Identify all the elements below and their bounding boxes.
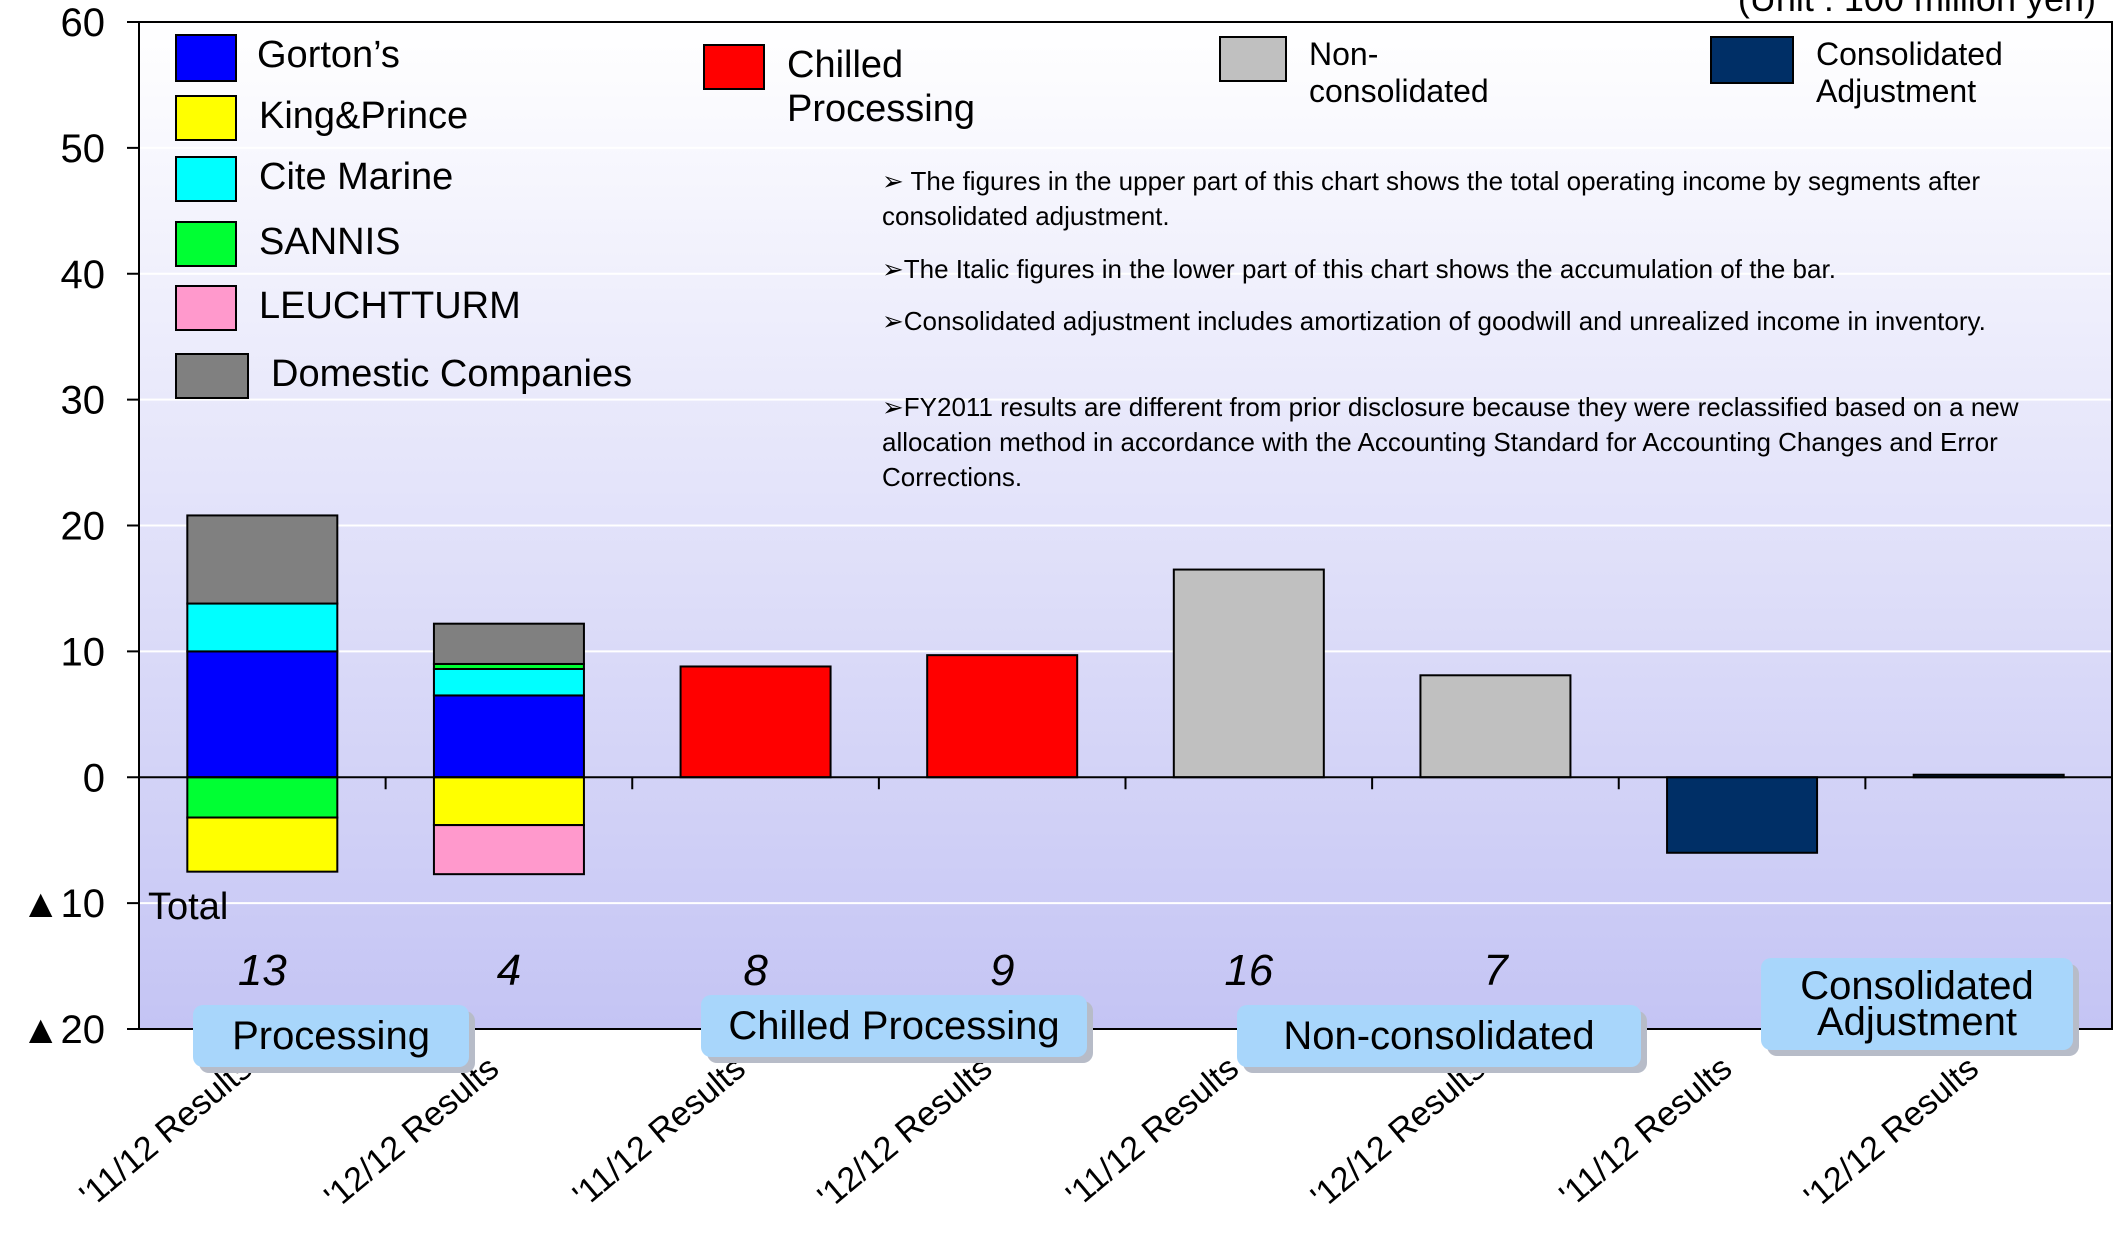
legend-swatch [1710,36,1794,84]
x-tick-label: '12/12 Results [1797,1049,1986,1216]
bar-cite-marine [432,667,585,697]
group-label-processing: Processing [193,1005,469,1067]
bar-domestic-companies [432,622,585,665]
bar-gorton-s [186,650,339,779]
y-tick-labels: ▲20 ▲10 0 10 20 30 40 50 60 [21,1,139,1052]
legend-item: King&Prince [175,95,468,141]
note-1: ➢ The figures in the upper part of this … [882,166,1981,231]
legend-label: Cite Marine [259,156,454,198]
legend-label: King&Prince [259,95,469,137]
legend-item: Domestic Companies [175,353,632,399]
total-value: 9 [990,946,1014,995]
y-tick-label: 60 [61,1,106,45]
bar-leuchtturm [432,824,585,876]
y-tick-label: 0 [83,756,105,800]
group-label-non-consolidated: Non-consolidated [1237,1005,1641,1067]
bar-non-consolidated [1172,568,1325,779]
legend-label: SANNIS [259,221,401,263]
legend-item: Consolidated Adjustment [1710,36,2003,110]
bars [186,514,2065,876]
x-tick-label: '12/12 Results [317,1049,506,1216]
bar-king-prince [432,776,585,827]
note-2: ➢The Italic figures in the lower part of… [882,254,1836,284]
x-tick-label: '11/12 Results [566,1049,753,1214]
x-tick-label: '11/12 Results [1059,1049,1246,1214]
total-value: 4 [497,946,521,995]
y-tick-label: ▲10 [21,882,105,926]
bar-chilled-processing [926,654,1079,779]
group-label-chilled-processing: Chilled Processing [701,995,1087,1057]
legend-swatch [175,353,249,399]
legend-label: Non- consolidated [1309,36,1489,109]
total-value: 8 [743,946,768,995]
bar-consolidated-adjustment [1666,776,1819,854]
legend-swatch [1219,36,1287,82]
legend-item: Cite Marine [175,156,453,202]
legend-label: Gorton’s [257,34,400,76]
y-tick-label: 20 [61,505,106,549]
group-label-consolidated-adjustment: Consolidated Adjustment [1761,958,2073,1050]
bar-gorton-s [432,694,585,779]
unit-label: (Unit : 100 million yen) [1738,0,2096,20]
legend-item: SANNIS [175,221,400,267]
bar-king-prince [186,816,339,873]
legend-swatch [175,34,237,82]
bar-non-consolidated [1419,674,1572,779]
legend-item: Non- consolidated [1219,36,1489,110]
legend-item: Chilled Processing [703,44,975,131]
y-tick-label: 50 [61,127,106,171]
y-tick-label: 10 [61,630,106,674]
note-4: ➢FY2011 results are different from prior… [882,392,2019,492]
legend-swatch [175,95,237,141]
bar-chilled-processing [679,665,832,779]
y-tick-label: 40 [61,253,106,297]
legend-swatch [175,221,237,267]
legend-swatch [175,285,237,331]
bar-sannis [186,776,339,819]
legend-swatch [175,156,237,202]
x-tick-labels: '11/12 Results '12/12 Results '11/12 Resul… [73,1049,1986,1216]
y-tick-label: ▲20 [21,1008,105,1052]
x-tick-label: '12/12 Results [811,1049,1000,1216]
legend-item: LEUCHTTURM [175,285,521,331]
total-labels: 13 4 8 9 16 7 [238,946,1509,995]
bar-domestic-companies [186,514,339,605]
total-value: 7 [1483,946,1509,995]
bar-cite-marine [186,602,339,653]
y-tick-label: 30 [61,379,106,423]
x-tick-label: '12/12 Results [1304,1049,1493,1216]
legend-item: Gorton’s [175,34,400,82]
total-value: 16 [1224,946,1273,995]
legend-label: Consolidated Adjustment [1816,36,2003,109]
legend-swatch [703,44,765,90]
total-value: 13 [238,946,287,995]
x-tick-label: '11/12 Results [1552,1049,1739,1214]
total-label: Total [148,886,229,928]
x-tick-label: '11/12 Results [73,1049,260,1214]
legend-label: Domestic Companies [271,353,633,395]
legend-label: LEUCHTTURM [259,285,521,327]
legend-label: Chilled Processing [787,44,975,130]
note-3: ➢Consolidated adjustment includes amorti… [882,306,1986,336]
